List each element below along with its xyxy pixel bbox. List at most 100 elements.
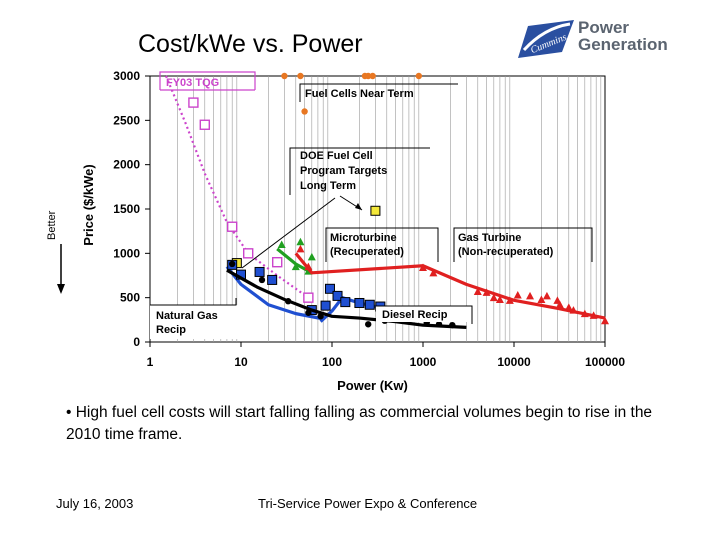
fy03-label-box [159,71,256,90]
better-arrow-icon [57,244,65,294]
fy03-tqg-point [199,119,210,130]
doe-label-line: Program Targets [300,165,387,177]
natural-gas-label-box [150,298,237,306]
cost-vs-power-chart: 1 10 100 1000 10000 100000 0 500 1000 1500 2000 250… [81,69,625,393]
gas-turbine-non-recuperated-point [589,311,598,319]
gas-turbine-label-line: (Non-recuperated) [458,246,554,258]
x-tick-label: 1000 [410,355,437,369]
gas-turbine-non-recuperated-point [601,316,609,325]
microturbine-recuperated-point [277,240,286,248]
natural-gas-recip-point [332,290,343,301]
x-tick-label: 10000 [497,355,531,369]
y-tick-label: 500 [120,291,140,305]
microturbine-label-box [325,227,439,262]
y-tick-label: 2000 [113,158,140,172]
natural-gas-recip-point [267,274,278,285]
diesel-recip-point [228,260,236,268]
diesel-recip-point [284,298,292,305]
brand-line-2: Generation [578,35,668,54]
gas-turbine-non-recuperated-point [537,295,546,303]
microturbine-label-line: (Recuperated) [330,246,404,258]
gas-turbine-non-recuperated-trend [294,252,606,320]
gas-turbine-non-recuperated-point [542,291,551,300]
fy03-tqg-point [226,221,238,232]
gas-turbine-non-recuperated-point [482,288,491,296]
footer-date: July 16, 2003 [56,496,134,511]
diesel-recip-point [435,321,443,328]
natural-gas-recip-point [354,297,365,308]
microturbine-label-line: Microturbine [330,232,397,244]
natural-gas-recip-point [324,283,335,294]
gas-turbine-non-recuperated-point [580,309,589,318]
gas-turbine-non-recuperated-point [304,262,313,271]
fuel-cells-near-term-point [415,72,423,80]
natural-gas-label-bg [150,305,240,339]
natural-gas-recip-point [364,299,375,310]
x-tick-label: 10 [234,355,248,369]
fuel-cells-near-term-point [369,72,376,80]
x-axis-label: Power (Kw) [337,378,408,393]
bullet-text: • High fuel cell costs will start fallin… [66,404,653,443]
diesel-recip-trend [226,268,467,329]
fuel-cells-near-term-point [301,108,308,115]
y-tick-label: 1000 [113,246,140,260]
fy03-tqg-point [272,257,283,268]
y-axis-label: Price ($/kWe) [81,164,96,245]
gas-turbine-non-recuperated-point [495,295,504,303]
doe-label-line: Long Term [300,180,356,192]
gas-turbine-non-recuperated-point [419,263,427,272]
diesel-label-box [376,305,473,324]
diesel-recip-point [365,321,372,328]
doe-leader-line-2 [241,197,336,269]
fy03-tqg-point [243,248,254,259]
fuel-cells-near-term-point [281,72,288,80]
gas-turbine-non-recuperated-point [564,303,573,311]
microturbine-recuperated-point [307,252,316,261]
gas-turbine-non-recuperated-point [513,291,522,299]
natural-gas-recip-point [320,300,331,311]
diesel-recip-point [258,276,266,284]
diesel-recip-point [305,309,312,316]
fuel-cells-label: Fuel Cells Near Term [305,88,414,100]
microturbine-recuperated-point [291,262,300,271]
y-tick-label: 1500 [113,202,140,216]
doe-label-line: DOE Fuel Cell [300,150,373,162]
gas-turbine-non-recuperated-point [569,306,578,314]
diesel-label: Diesel Recip [382,309,448,321]
y-tick-label: 3000 [113,69,140,83]
gas-turbine-non-recuperated-point [489,293,498,302]
fy03-tqg-point [303,292,314,303]
fy03-label: FY03 TQG [166,77,219,89]
diesel-recip-point [449,321,456,329]
gas-turbine-non-recuperated-point [526,291,535,300]
cummins-logo: Cummins [518,20,574,58]
x-tick-label: 1 [147,355,154,369]
footer-event: Tri-Service Power Expo & Conference [258,496,478,511]
microturbine-recuperated-point [296,237,305,246]
gas-turbine-non-recuperated-point [429,268,438,277]
x-tick-label: 100 [322,355,342,369]
doe-label-box [289,147,430,195]
slide-title: Cost/kWe vs. Power [138,30,363,58]
natural-gas-label-line: Natural Gas [156,310,218,322]
better-label: Better [46,210,58,240]
diesel-label-bg [376,306,472,322]
natural-gas-recip-point [254,266,265,277]
fuel-cells-near-term-point [365,72,372,80]
fuel-cells-label-box [299,83,458,102]
gas-turbine-non-recuperated-point [473,287,482,295]
doe-leader-arrow [355,203,362,210]
gas-turbine-label-line: Gas Turbine [458,232,521,244]
fy03-tqg-point [188,97,199,108]
natural-gas-recip-point [340,297,351,308]
gas-turbine-non-recuperated-point [296,244,305,253]
brand-line-1: Power [578,18,630,37]
natural-gas-label-line: Recip [156,324,186,336]
gas-turbine-label-box [453,227,593,262]
fuel-cells-near-term-point [297,72,304,80]
doe-fuel-cell-program-targets-long-term-point [370,205,381,216]
gas-turbine-non-recuperated-point [555,300,564,309]
y-tick-label: 0 [133,335,140,349]
x-tick-label: 100000 [585,355,625,369]
gas-turbine-non-recuperated-point [505,296,514,304]
